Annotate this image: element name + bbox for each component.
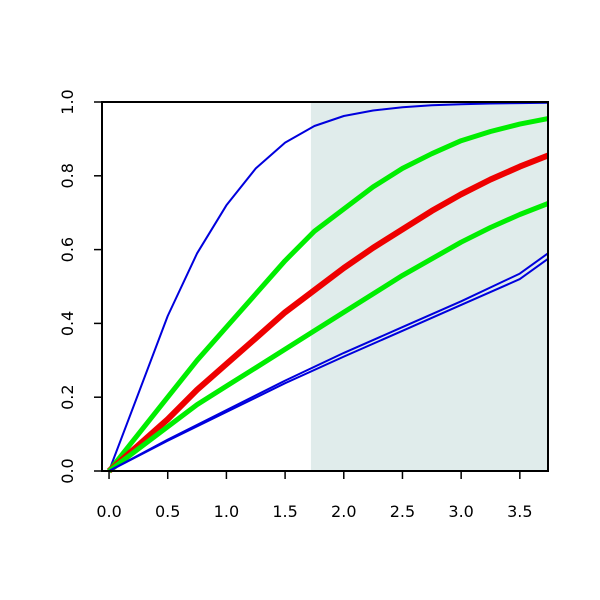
axes-layer: 0.0 0.5 1.0 1.5 2.0 2.5 3.0 3.5 0.0 0.2 0.4 0.6 0.8 1…: [58, 89, 549, 521]
series-line-3: [107, 152, 550, 474]
y-tick-label: 0.0: [58, 458, 77, 483]
series-layer: [107, 101, 550, 474]
series-line-6: [108, 257, 549, 472]
shaded-region-layer: [310, 102, 548, 471]
x-tick-label: 0.0: [96, 502, 121, 521]
series-line-2: [107, 116, 549, 473]
x-tick-label: 1.0: [214, 502, 239, 521]
shaded-region: [310, 102, 548, 471]
x-tick-label: 0.5: [155, 502, 180, 521]
x-axis: 0.0 0.5 1.0 1.5 2.0 2.5 3.0 3.5: [96, 471, 533, 521]
x-tick-label: 2.0: [331, 502, 356, 521]
series-line-4: [107, 201, 549, 473]
y-tick-label: 0.4: [58, 311, 77, 336]
series-line-1: [108, 101, 549, 472]
y-tick-label: 0.2: [58, 384, 77, 409]
y-tick-label: 1.0: [58, 89, 77, 114]
y-axis: 0.0 0.2 0.4 0.6 0.8 1.0: [58, 89, 102, 484]
plot-frame: [101, 101, 549, 472]
x-tick-label: 2.5: [390, 502, 415, 521]
series-line-5: [108, 252, 549, 472]
y-tick-label: 0.8: [58, 163, 77, 188]
x-tick-label: 1.5: [272, 502, 297, 521]
y-tick-label: 0.6: [58, 237, 77, 262]
x-tick-label: 3.0: [448, 502, 473, 521]
x-tick-label: 3.5: [507, 502, 532, 521]
